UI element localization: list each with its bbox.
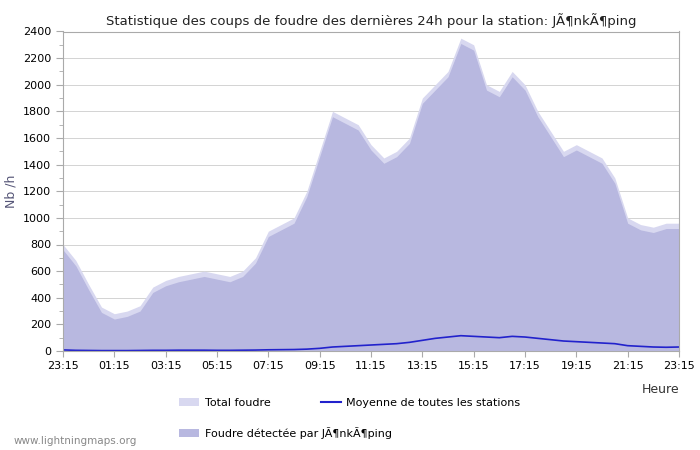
Title: Statistique des coups de foudre des dernières 24h pour la station: JÃ¶nkÃ¶ping: Statistique des coups de foudre des dern… [106, 13, 636, 27]
Legend: Foudre détectée par JÃ¶nkÃ¶ping: Foudre détectée par JÃ¶nkÃ¶ping [179, 427, 392, 439]
Text: Heure: Heure [641, 383, 679, 396]
Text: www.lightningmaps.org: www.lightningmaps.org [14, 436, 137, 446]
Y-axis label: Nb /h: Nb /h [4, 175, 18, 208]
